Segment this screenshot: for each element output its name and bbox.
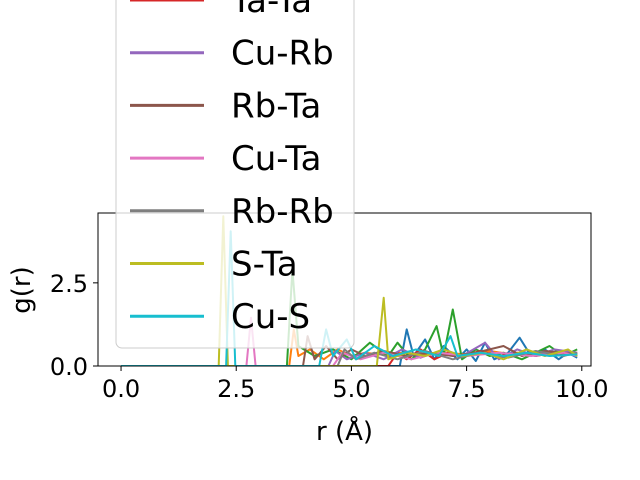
legend: Ta-Ta Cu-Rb Rb-Ta Cu-Ta Rb-Rb S-Ta Cu-S (115, 0, 355, 349)
legend-label: S-Ta (231, 245, 298, 285)
legend-label: Rb-Rb (231, 192, 334, 232)
ticks-layer: 0.0 2.5 5.0 7.5 10.0 0.0 2.5 (50, 270, 609, 403)
legend-label: Cu-S (231, 297, 310, 337)
y-tick-label: 0.0 (50, 353, 88, 381)
x-tick-label: 0.0 (102, 375, 140, 403)
legend-label: Ta-Ta (230, 0, 312, 21)
x-tick-label: 5.0 (332, 375, 370, 403)
x-tick-label: 2.5 (217, 375, 255, 403)
legend-label: Rb-Ta (231, 86, 321, 126)
series-line-2 (121, 268, 578, 366)
y-tick-label: 2.5 (50, 270, 88, 298)
y-axis-label: g(r) (7, 266, 37, 313)
legend-label: Cu-Rb (231, 34, 334, 74)
x-tick-label: 7.5 (448, 375, 486, 403)
legend-label: Cu-Ta (231, 139, 321, 179)
x-tick-label: 10.0 (555, 375, 608, 403)
series-line-9 (121, 230, 578, 366)
legend-box (115, 0, 355, 349)
x-axis-label: r (Å) (316, 415, 373, 447)
